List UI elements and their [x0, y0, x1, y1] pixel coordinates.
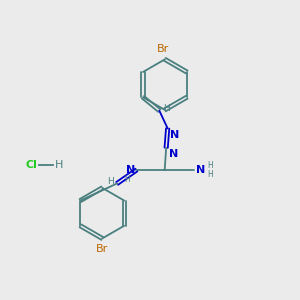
Text: H: H — [207, 161, 213, 170]
Text: H: H — [124, 176, 130, 184]
Text: Br: Br — [157, 44, 170, 54]
Text: Br: Br — [96, 244, 108, 254]
Text: H: H — [107, 178, 114, 187]
Text: H: H — [163, 104, 169, 113]
Text: Cl: Cl — [25, 160, 37, 170]
Text: N: N — [170, 130, 179, 140]
Text: H: H — [55, 160, 63, 170]
Text: N: N — [169, 149, 178, 159]
Text: H: H — [207, 170, 213, 179]
Text: N: N — [196, 165, 205, 175]
Text: N: N — [126, 165, 135, 175]
